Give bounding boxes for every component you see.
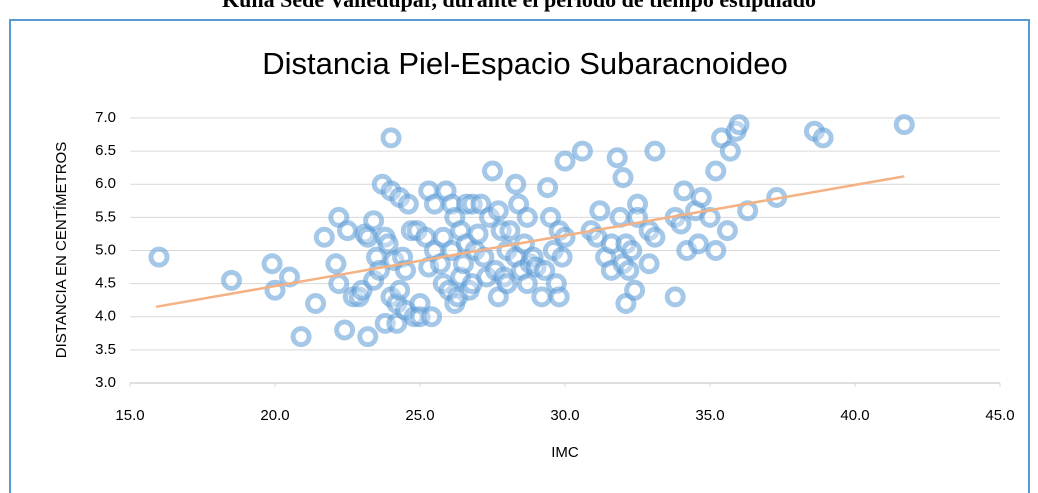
point bbox=[728, 114, 750, 136]
point bbox=[690, 187, 712, 208]
y-tick-label: 4.0 bbox=[95, 308, 116, 325]
point bbox=[516, 206, 538, 228]
point bbox=[554, 150, 576, 172]
y-tick-label: 3.0 bbox=[95, 374, 116, 391]
y-tick-label: 4.5 bbox=[95, 275, 116, 292]
point bbox=[537, 177, 559, 199]
point bbox=[505, 173, 527, 195]
y-axis-label: DISTANCIA EN CENTÍMETROS bbox=[53, 142, 70, 358]
point bbox=[328, 273, 350, 295]
point bbox=[397, 193, 419, 215]
x-tick-label: 30.0 bbox=[550, 407, 579, 424]
point bbox=[719, 140, 741, 162]
point bbox=[290, 326, 312, 348]
point bbox=[325, 253, 347, 275]
point bbox=[618, 259, 640, 281]
point bbox=[609, 206, 631, 228]
point bbox=[531, 286, 553, 308]
trendline bbox=[155, 175, 905, 309]
point bbox=[705, 160, 727, 182]
point bbox=[548, 286, 570, 308]
point bbox=[534, 259, 556, 281]
point bbox=[487, 200, 509, 222]
point bbox=[357, 326, 379, 348]
point bbox=[453, 253, 474, 275]
point bbox=[716, 220, 738, 242]
point bbox=[893, 114, 915, 136]
chart-frame bbox=[9, 19, 1030, 493]
x-tick-label: 45.0 bbox=[985, 407, 1014, 424]
point bbox=[221, 269, 242, 291]
point bbox=[389, 279, 411, 301]
point bbox=[261, 253, 283, 275]
x-tick-label: 20.0 bbox=[260, 407, 289, 424]
y-tick-label: 6.5 bbox=[95, 142, 116, 159]
point bbox=[279, 266, 300, 288]
point bbox=[571, 140, 593, 162]
point bbox=[334, 319, 356, 341]
point bbox=[496, 273, 518, 295]
x-axis-label: IMC bbox=[551, 444, 579, 461]
x-tick-label: 35.0 bbox=[695, 407, 724, 424]
point bbox=[499, 220, 521, 242]
point bbox=[670, 213, 692, 235]
point bbox=[621, 240, 643, 261]
point bbox=[673, 180, 695, 202]
point bbox=[148, 246, 170, 268]
point bbox=[421, 306, 443, 328]
point bbox=[551, 246, 573, 268]
point bbox=[589, 200, 611, 222]
x-tick-label: 40.0 bbox=[840, 407, 869, 424]
point bbox=[638, 253, 660, 275]
point bbox=[644, 140, 666, 162]
x-tick-label: 25.0 bbox=[405, 407, 434, 424]
point bbox=[606, 147, 628, 169]
point bbox=[313, 226, 335, 248]
point bbox=[705, 240, 727, 261]
point bbox=[467, 223, 489, 245]
point bbox=[305, 293, 327, 314]
point bbox=[380, 127, 402, 149]
y-tick-label: 5.5 bbox=[95, 208, 116, 225]
point bbox=[377, 233, 399, 255]
y-tick-label: 6.0 bbox=[95, 175, 116, 192]
y-tick-label: 3.5 bbox=[95, 341, 116, 358]
y-tick-label: 7.0 bbox=[95, 109, 116, 126]
point bbox=[337, 220, 358, 242]
point bbox=[482, 160, 503, 182]
point bbox=[612, 167, 634, 189]
point bbox=[664, 286, 686, 308]
chart-title: Distancia Piel-Espacio Subaracnoideo bbox=[262, 46, 788, 81]
point bbox=[363, 210, 385, 232]
point bbox=[516, 273, 538, 295]
point bbox=[812, 127, 834, 149]
point bbox=[644, 226, 666, 248]
point bbox=[429, 253, 451, 275]
point bbox=[687, 233, 709, 255]
point bbox=[624, 279, 646, 301]
point bbox=[357, 226, 379, 248]
page-header: Kuna Sede Valledupar, durante el periodo… bbox=[222, 0, 816, 12]
y-tick-label: 5.0 bbox=[95, 241, 116, 258]
x-tick-label: 15.0 bbox=[115, 407, 144, 424]
